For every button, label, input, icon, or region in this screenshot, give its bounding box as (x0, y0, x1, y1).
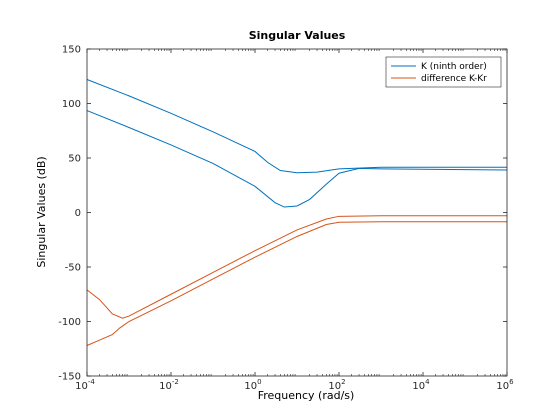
x-tick-label: 10-2 (159, 378, 179, 392)
series-line-1 (86, 79, 507, 174)
y-tick-label: -50 (65, 263, 81, 274)
series-line-2 (86, 110, 508, 208)
x-tick-label: 106 (496, 378, 514, 392)
x-tick-label: 100 (244, 378, 261, 392)
y-tick-label: -150 (58, 372, 81, 383)
y-tick-label: 0 (75, 208, 81, 219)
y-tick-label: 50 (68, 154, 81, 165)
legend: K (ninth order) difference K-Kr (385, 56, 502, 88)
series-line-3 (86, 215, 507, 319)
legend-label-1: K (ninth order) (421, 62, 487, 72)
y-axis-title: Singular Values (dB) (35, 156, 48, 267)
x-tick-label: 10-4 (75, 378, 95, 392)
x-tick-label: 102 (328, 378, 345, 392)
x-axis-title: Frequency (rad/s) (258, 389, 355, 402)
legend-label-2: difference K-Kr (421, 74, 487, 84)
x-tick-label: 104 (412, 378, 430, 392)
legend-box (385, 56, 502, 88)
y-tick-label: 150 (62, 45, 81, 56)
chart-title: Singular Values (249, 29, 346, 42)
series-line-4 (86, 221, 507, 346)
y-tick-label: -100 (58, 317, 81, 328)
plot-area (87, 49, 507, 376)
y-tick-label: 100 (62, 99, 81, 110)
